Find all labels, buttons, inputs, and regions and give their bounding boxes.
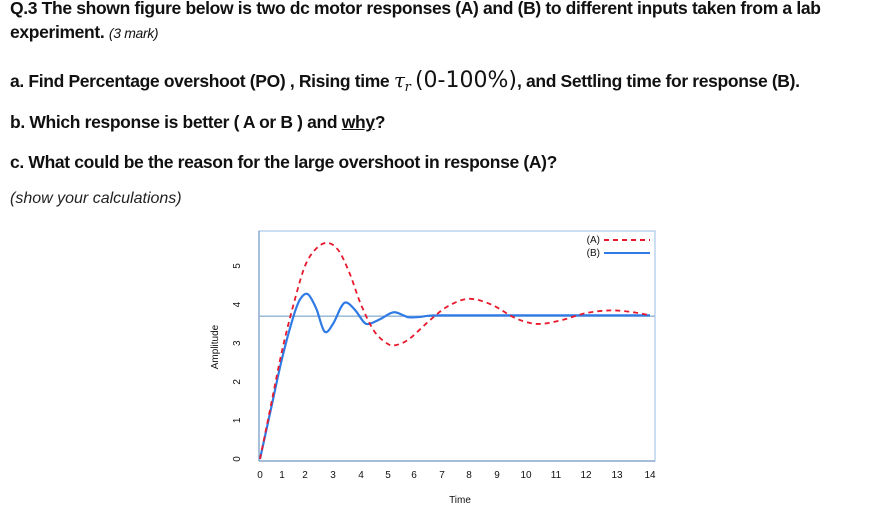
y-tick-label: 3 <box>232 340 243 346</box>
x-tick-label: 0 <box>257 470 263 481</box>
question-part-c: c. What could be the reason for the larg… <box>10 152 557 173</box>
x-tick-label: 1 <box>279 470 285 481</box>
y-tick-label: 1 <box>232 417 243 423</box>
legend: (A) (B) <box>587 235 650 259</box>
question-part-a: a. Find Percentage overshoot (PO) , Risi… <box>10 68 800 95</box>
part-b-underlined: why <box>341 112 375 132</box>
plot-area <box>258 230 656 462</box>
x-tick-label: 9 <box>494 470 500 481</box>
x-tick-label: 3 <box>330 470 336 481</box>
legend-label-a: (A) <box>587 235 600 246</box>
x-axis-label: Time <box>449 495 471 506</box>
x-tick-label: 4 <box>358 470 364 481</box>
part-b-text: b. Which response is better ( A or B ) a… <box>10 112 342 132</box>
x-tick-label: 7 <box>439 470 445 481</box>
part-a-text: a. Find Percentage overshoot (PO) , Risi… <box>10 71 394 91</box>
x-tick-label: 5 <box>385 470 391 481</box>
x-tick-label: 6 <box>411 470 417 481</box>
series-a-line <box>259 241 651 460</box>
rise-time-range: (0-100%) <box>414 68 517 93</box>
y-tick-label: 2 <box>232 379 243 385</box>
x-tick-label: 11 <box>551 470 562 481</box>
x-tick-labels: 0 1 2 3 4 5 6 7 8 9 10 11 12 13 14 <box>257 470 656 481</box>
series-layer <box>258 241 651 460</box>
x-tick-label: 14 <box>644 470 656 481</box>
y-tick-label: 5 <box>232 263 243 269</box>
question-part-b: b. Which response is better ( A or B ) a… <box>10 112 385 133</box>
series-b-line <box>258 292 650 460</box>
y-tick-label: 0 <box>232 456 243 462</box>
part-a-text-end: , and Settling time for response (B). <box>516 71 800 91</box>
y-axis-label: Amplitude <box>210 324 221 369</box>
tau-subscript: r <box>404 80 411 95</box>
question-header-continued: experiment. (3 mark) <box>10 22 159 43</box>
part-b-text-end: ? <box>374 112 386 132</box>
question-header-cont-text: experiment. <box>10 22 105 42</box>
y-tick-labels: 0 1 2 3 4 5 <box>232 263 243 462</box>
y-tick-label: 4 <box>232 301 243 307</box>
part-c-text: c. What could be the reason for the larg… <box>10 152 557 172</box>
x-tick-label: 2 <box>302 470 308 481</box>
tau-symbol: τ <box>393 68 405 92</box>
calculations-note: (show your calculations) <box>10 190 182 207</box>
legend-label-b: (B) <box>587 248 600 259</box>
marks-label: (3 mark) <box>108 25 159 41</box>
x-tick-label: 8 <box>466 470 472 481</box>
x-tick-label: 12 <box>580 470 592 481</box>
question-header-text: Q.3 The shown figure below is two dc mot… <box>10 0 821 18</box>
x-tick-label: 13 <box>611 470 623 481</box>
question-header: Q.3 The shown figure below is two dc mot… <box>10 0 821 19</box>
x-tick-label: 10 <box>520 470 532 481</box>
